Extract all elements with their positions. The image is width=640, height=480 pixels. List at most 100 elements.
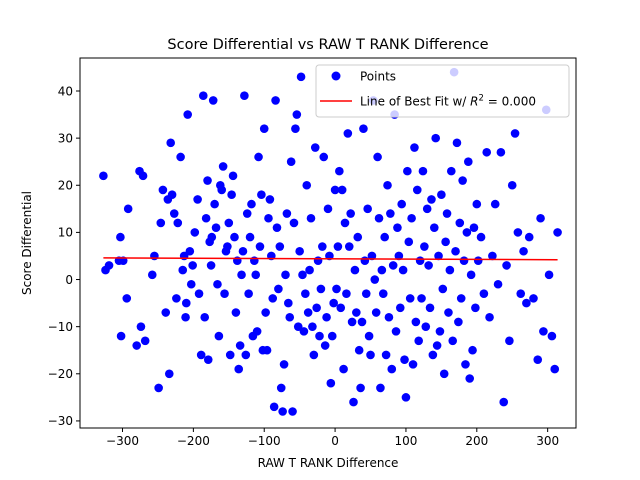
data-point <box>271 96 280 105</box>
data-point <box>381 350 391 360</box>
data-point <box>261 308 270 317</box>
data-point <box>285 312 295 322</box>
data-point <box>140 336 150 346</box>
data-point <box>524 232 534 242</box>
data-point <box>242 209 252 218</box>
data-point <box>122 294 132 303</box>
data-point <box>397 199 406 209</box>
data-point <box>367 251 377 261</box>
data-point <box>251 270 261 280</box>
data-point <box>451 246 460 256</box>
data-point <box>207 232 217 242</box>
data-point <box>99 171 108 181</box>
data-point <box>298 270 307 280</box>
data-point <box>510 129 520 138</box>
data-point <box>237 270 246 280</box>
data-point <box>437 190 446 199</box>
data-point <box>185 246 195 256</box>
data-point <box>281 270 290 280</box>
data-point <box>424 261 433 270</box>
data-point <box>442 209 452 218</box>
data-point <box>446 166 456 176</box>
data-point <box>172 294 181 303</box>
data-point <box>479 289 489 298</box>
data-point <box>123 204 133 214</box>
data-point <box>228 171 238 181</box>
data-point <box>284 298 293 308</box>
data-point <box>272 223 282 232</box>
data-point <box>502 261 511 270</box>
legend-points-label: Points <box>360 70 396 84</box>
data-point <box>329 298 338 308</box>
data-point <box>339 364 348 374</box>
data-point <box>231 308 241 317</box>
data-point <box>181 312 190 322</box>
data-point <box>456 294 466 303</box>
data-point <box>147 270 157 280</box>
data-point <box>201 213 211 223</box>
data-point <box>211 223 221 232</box>
data-point <box>428 350 438 360</box>
data-point <box>296 72 306 82</box>
data-point <box>301 289 310 298</box>
data-point <box>326 378 336 388</box>
data-point <box>454 317 463 327</box>
data-point <box>417 294 426 303</box>
x-tick-label: 300 <box>536 434 559 448</box>
legend-fit-exp: 2 <box>479 94 484 104</box>
y-axis-label: Score Differential <box>20 191 34 295</box>
x-axis-label: RAW T RANK Difference <box>258 456 399 470</box>
data-point <box>384 312 394 322</box>
y-tick-label: 10 <box>58 226 73 240</box>
data-point <box>244 289 253 298</box>
data-point <box>240 91 249 101</box>
data-point <box>347 317 357 327</box>
legend-box <box>315 64 570 118</box>
data-point <box>394 251 404 261</box>
data-point <box>218 162 228 171</box>
data-point <box>203 355 213 364</box>
data-point <box>259 124 269 133</box>
data-point <box>352 308 361 317</box>
data-point <box>391 327 401 336</box>
data-point <box>471 303 480 313</box>
data-point <box>438 284 448 294</box>
data-point <box>439 369 449 379</box>
y-tick-label: 40 <box>58 84 73 98</box>
data-point <box>279 360 289 369</box>
legend-fit-value: = 0.000 <box>484 95 536 109</box>
data-point <box>188 261 197 270</box>
data-point <box>464 157 473 166</box>
data-point <box>327 331 337 341</box>
data-point <box>306 213 316 223</box>
data-point <box>346 209 355 218</box>
data-point <box>116 331 126 341</box>
data-point <box>412 185 422 195</box>
data-point <box>181 298 191 308</box>
data-point <box>373 152 382 162</box>
data-point <box>252 327 262 336</box>
data-point <box>264 213 273 223</box>
data-point <box>315 331 324 341</box>
data-point <box>178 265 188 275</box>
data-point <box>276 383 286 393</box>
data-point <box>186 279 196 289</box>
data-point <box>377 265 387 275</box>
data-point <box>387 364 397 374</box>
y-tick-label: 20 <box>58 179 73 193</box>
data-point <box>238 246 248 256</box>
data-point <box>322 312 331 322</box>
data-point <box>200 312 210 322</box>
data-point <box>371 308 381 317</box>
data-point <box>519 246 528 256</box>
y-tick-label: −30 <box>48 414 73 428</box>
data-point <box>227 190 236 199</box>
data-point <box>282 209 292 218</box>
data-point <box>203 176 212 185</box>
data-point <box>289 218 299 228</box>
data-point <box>405 294 415 303</box>
data-point <box>310 143 320 152</box>
data-point <box>490 199 500 209</box>
data-point <box>466 270 476 280</box>
